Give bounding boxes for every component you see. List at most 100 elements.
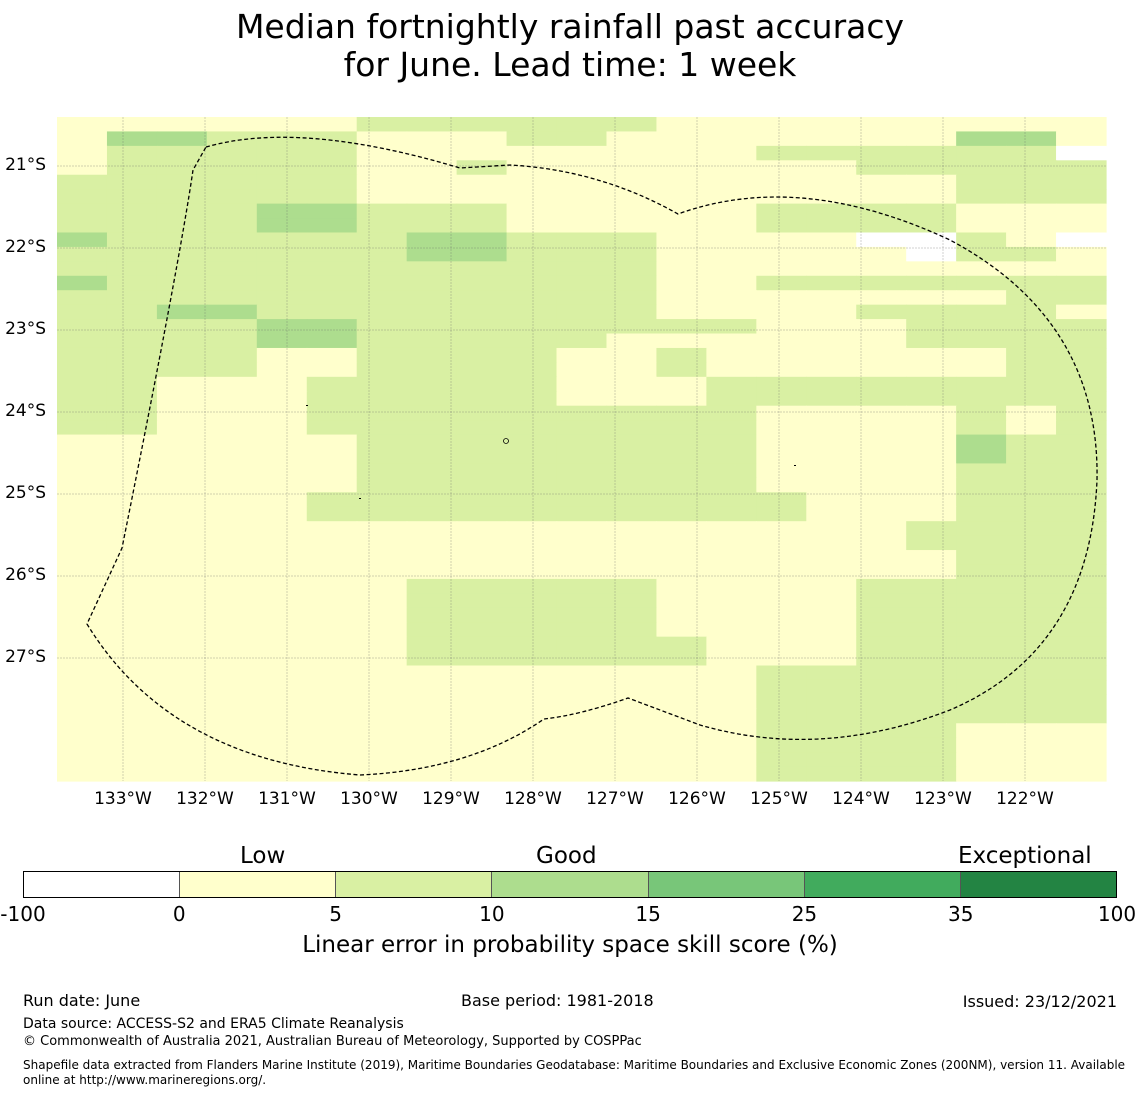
skill-cell bbox=[806, 521, 857, 537]
skill-cell bbox=[256, 434, 308, 450]
skill-cell bbox=[406, 261, 458, 277]
skill-cell bbox=[1006, 492, 1057, 508]
skill-cell bbox=[856, 708, 907, 724]
skill-cell bbox=[306, 333, 358, 349]
skill-cell bbox=[956, 420, 1007, 436]
skill-cell bbox=[206, 694, 258, 710]
skill-cell bbox=[306, 117, 358, 133]
longitude-label: 131°W bbox=[258, 789, 316, 809]
skill-cell bbox=[806, 117, 857, 133]
skill-cell bbox=[506, 376, 558, 392]
skill-cell bbox=[906, 420, 957, 436]
skill-cell bbox=[456, 449, 508, 465]
skill-cell bbox=[856, 333, 907, 349]
skill-cell bbox=[756, 723, 807, 739]
latitude-label: 27°S bbox=[5, 647, 46, 667]
skill-cell bbox=[506, 506, 558, 522]
skill-cell bbox=[956, 376, 1007, 392]
skill-cell bbox=[306, 319, 358, 335]
skill-cell bbox=[356, 506, 408, 522]
skill-cell bbox=[606, 420, 658, 436]
skill-cell bbox=[106, 564, 158, 580]
skill-cell bbox=[456, 737, 508, 753]
skill-cell bbox=[606, 391, 658, 407]
skill-cell bbox=[506, 737, 558, 753]
skill-cell bbox=[456, 174, 508, 190]
skill-cell bbox=[956, 160, 1007, 176]
skill-cell bbox=[356, 333, 408, 349]
skill-cell bbox=[206, 434, 258, 450]
skill-cell bbox=[956, 362, 1007, 378]
skill-cell bbox=[156, 679, 208, 695]
skill-cell bbox=[506, 117, 558, 133]
skill-cell bbox=[756, 333, 807, 349]
skill-cell bbox=[506, 275, 558, 291]
skill-cell bbox=[756, 737, 807, 753]
skill-cell bbox=[306, 420, 358, 436]
skill-cell bbox=[1006, 535, 1057, 551]
skill-cell bbox=[156, 651, 208, 667]
skill-cell bbox=[906, 203, 957, 219]
skill-cell bbox=[556, 449, 608, 465]
skill-cell bbox=[656, 189, 707, 205]
skill-cell bbox=[956, 679, 1007, 695]
skill-cell bbox=[456, 290, 508, 306]
skill-cell bbox=[506, 261, 558, 277]
skill-cell bbox=[706, 376, 757, 392]
issued-date: Issued: 23/12/2021 bbox=[962, 992, 1117, 1011]
skill-cell bbox=[456, 665, 508, 681]
skill-cell bbox=[57, 737, 108, 753]
skill-cell bbox=[1056, 160, 1107, 176]
skill-cell bbox=[106, 290, 158, 306]
skill-cell bbox=[606, 593, 658, 609]
skill-cell bbox=[206, 665, 258, 681]
skill-cell bbox=[856, 131, 907, 147]
skill-cell bbox=[556, 607, 608, 623]
skill-cell bbox=[556, 420, 608, 436]
skill-cell bbox=[856, 622, 907, 638]
skill-cell bbox=[756, 203, 807, 219]
skill-cell bbox=[706, 752, 757, 768]
skill-cell bbox=[606, 304, 658, 320]
skill-cell bbox=[1006, 376, 1057, 392]
skill-cell bbox=[1006, 420, 1057, 436]
skill-cell bbox=[57, 131, 108, 147]
skill-cell bbox=[57, 752, 108, 768]
skill-cell bbox=[306, 752, 358, 768]
skill-cell bbox=[656, 434, 707, 450]
skill-cell bbox=[57, 607, 108, 623]
skill-cell bbox=[256, 203, 308, 219]
skill-cell bbox=[106, 203, 158, 219]
skill-cell bbox=[906, 145, 957, 161]
skill-cell bbox=[806, 737, 857, 753]
skill-cell bbox=[906, 405, 957, 421]
skill-cell bbox=[206, 304, 258, 320]
skill-cell bbox=[1056, 622, 1107, 638]
skill-cell bbox=[106, 766, 158, 782]
skill-cell bbox=[656, 723, 707, 739]
skill-cell bbox=[656, 131, 707, 147]
skill-cell bbox=[1006, 131, 1057, 147]
skill-cell bbox=[456, 477, 508, 493]
skill-cell bbox=[306, 189, 358, 205]
skill-cell bbox=[656, 607, 707, 623]
skill-cell bbox=[456, 232, 508, 248]
skill-cell bbox=[506, 665, 558, 681]
skill-cell bbox=[456, 362, 508, 378]
skill-cell bbox=[356, 232, 408, 248]
data-source: Data source: ACCESS-S2 and ERA5 Climate … bbox=[23, 1016, 404, 1032]
skill-cell bbox=[156, 319, 208, 335]
skill-cell bbox=[456, 492, 508, 508]
skill-cell bbox=[506, 694, 558, 710]
skill-cell bbox=[556, 117, 608, 133]
skill-cell bbox=[506, 679, 558, 695]
skill-cell bbox=[256, 362, 308, 378]
skill-cell bbox=[406, 246, 458, 262]
skill-cell bbox=[406, 347, 458, 363]
skill-cell bbox=[856, 752, 907, 768]
skill-cell bbox=[606, 535, 658, 551]
skill-cell bbox=[806, 218, 857, 234]
skill-cell bbox=[406, 333, 458, 349]
skill-cell bbox=[556, 160, 608, 176]
skill-cell bbox=[156, 333, 208, 349]
